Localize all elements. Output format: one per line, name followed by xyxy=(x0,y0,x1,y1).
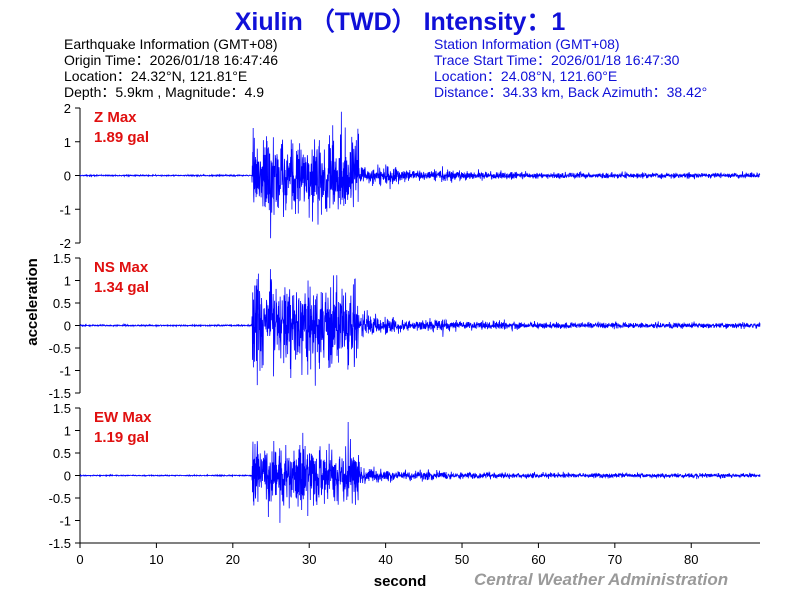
station-info: Station Information (GMT+08) Trace Start… xyxy=(434,36,707,100)
station-location: Location：24.08°N, 121.60°E xyxy=(434,68,618,84)
trace-ns xyxy=(79,269,761,386)
earthquake-info: Earthquake Information (GMT+08) Origin T… xyxy=(64,36,278,100)
y-tick-label: -1 xyxy=(59,202,71,217)
y-tick-label: 0.5 xyxy=(53,296,71,311)
x-tick-label: 60 xyxy=(531,552,545,567)
chart-title: Xiulin （TWD） Intensity：1 xyxy=(234,8,566,36)
y-tick-label: -1.5 xyxy=(49,386,71,401)
max-label-ew: EW Max xyxy=(94,409,152,426)
trace-z xyxy=(79,111,761,239)
max-label-ns: NS Max xyxy=(94,259,149,276)
y-axis-label: acceleration xyxy=(24,258,41,346)
y-tick-label: 1.5 xyxy=(53,251,71,266)
y-tick-label: -1 xyxy=(59,364,71,379)
origin-time: Origin Time：2026/01/18 16:47:46 xyxy=(64,52,279,68)
epicenter-location: Location：24.32°N, 121.81°E xyxy=(64,68,248,84)
y-tick-label: 0 xyxy=(64,169,71,184)
trace-start-time: Trace Start Time：2026/01/18 16:47:30 xyxy=(434,52,680,68)
y-tick-label: -0.5 xyxy=(49,341,71,356)
x-tick-label: 30 xyxy=(302,552,316,567)
y-tick-label: 1.5 xyxy=(53,401,71,416)
trace-ew xyxy=(79,421,761,523)
x-tick-label: 50 xyxy=(455,552,469,567)
x-tick-label: 20 xyxy=(226,552,240,567)
x-tick-label: 0 xyxy=(76,552,83,567)
y-tick-label: -1 xyxy=(59,514,71,529)
y-tick-label: 0 xyxy=(64,319,71,334)
station-distance: Distance：34.33 km, Back Azimuth：38.42° xyxy=(434,84,708,100)
x-axis-label: second xyxy=(374,573,427,590)
y-tick-label: 2 xyxy=(64,101,71,116)
y-tick-label: 1 xyxy=(64,274,71,289)
max-label-z: Z Max xyxy=(94,109,137,126)
y-tick-label: 1 xyxy=(64,424,71,439)
y-tick-label: 0.5 xyxy=(53,446,71,461)
y-tick-label: -0.5 xyxy=(49,491,71,506)
x-tick-label: 80 xyxy=(684,552,698,567)
y-tick-label: 1 xyxy=(64,135,71,150)
y-tick-label: -1.5 xyxy=(49,536,71,551)
max-value-z: 1.89 gal xyxy=(94,129,149,146)
y-tick-label: 0 xyxy=(64,469,71,484)
station-info-heading: Station Information (GMT+08) xyxy=(434,36,620,52)
credit-text: Central Weather Administration xyxy=(474,570,729,589)
max-value-ns: 1.34 gal xyxy=(94,279,149,296)
y-tick-label: -2 xyxy=(59,236,71,251)
x-tick-label: 40 xyxy=(378,552,392,567)
depth-magnitude: Depth：5.9km , Magnitude：4.9 xyxy=(64,84,264,100)
max-value-ew: 1.19 gal xyxy=(94,429,149,446)
x-tick-label: 70 xyxy=(608,552,622,567)
x-tick-label: 10 xyxy=(149,552,163,567)
earthquake-info-heading: Earthquake Information (GMT+08) xyxy=(64,36,278,52)
